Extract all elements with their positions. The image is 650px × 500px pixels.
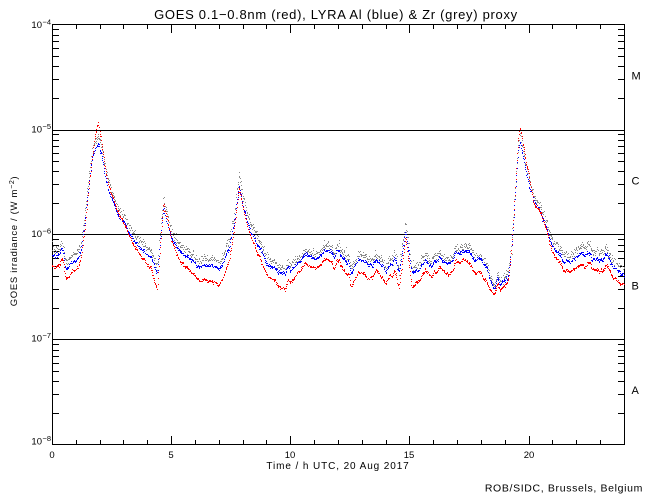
svg-text:Time / h UTC, 20 Aug 2017: Time / h UTC, 20 Aug 2017	[266, 461, 409, 472]
svg-text:20: 20	[524, 450, 535, 461]
svg-text:ROB/SIDC, Brussels, Belgium: ROB/SIDC, Brussels, Belgium	[485, 483, 643, 495]
svg-text:−5: −5	[43, 122, 52, 131]
svg-text:−4: −4	[43, 18, 52, 27]
svg-text:−8: −8	[43, 434, 52, 443]
svg-text:−6: −6	[43, 227, 52, 236]
svg-text:10: 10	[31, 437, 42, 448]
svg-text:0: 0	[49, 450, 54, 461]
svg-text:5: 5	[168, 450, 173, 461]
svg-text:B: B	[632, 281, 639, 293]
svg-text:10: 10	[31, 125, 42, 136]
svg-text:10: 10	[31, 229, 42, 240]
svg-text:−7: −7	[43, 331, 52, 340]
svg-text:C: C	[632, 176, 640, 188]
svg-text:10: 10	[31, 20, 42, 31]
svg-text:GOES 0.1−0.8nm (red), LYRA Al: GOES 0.1−0.8nm (red), LYRA Al (blue) & Z…	[154, 7, 518, 22]
svg-text:10: 10	[31, 334, 42, 345]
svg-text:GOES irradiance / (W m−2): GOES irradiance / (W m−2)	[9, 176, 20, 307]
svg-text:15: 15	[404, 450, 415, 461]
svg-text:M: M	[632, 71, 641, 83]
svg-text:A: A	[632, 385, 640, 397]
svg-text:10: 10	[285, 450, 296, 461]
